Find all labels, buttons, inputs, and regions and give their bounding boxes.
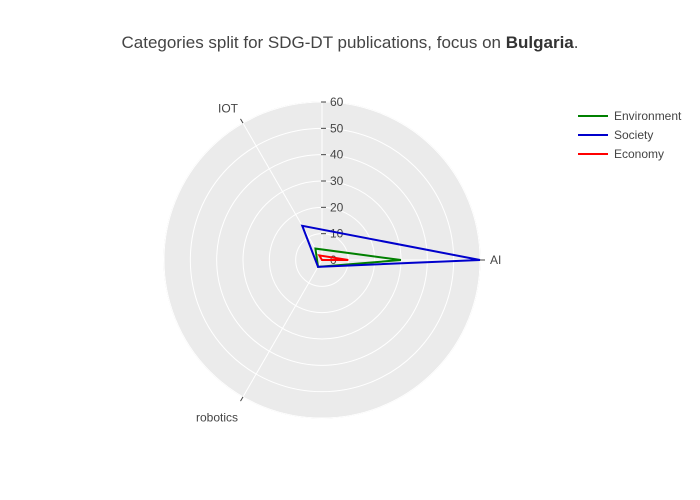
angular-tick	[240, 396, 244, 402]
legend-swatch	[578, 152, 608, 155]
radial-tick-label: 50	[330, 121, 344, 135]
chart-title: Categories split for SDG-DT publications…	[0, 33, 700, 53]
radial-tick-label: 60	[330, 95, 344, 109]
angular-grid-line	[242, 122, 323, 261]
legend-item[interactable]: Economy	[578, 144, 681, 163]
category-label: robotics	[196, 410, 238, 424]
series-line-environment	[314, 247, 402, 268]
radial-tick-label: 40	[330, 148, 344, 162]
series-line-society	[300, 224, 481, 268]
radial-tick-label: 30	[330, 174, 344, 188]
legend-label: Society	[614, 127, 654, 142]
category-label: IOT	[218, 102, 239, 116]
legend-item[interactable]: Environment	[578, 106, 681, 125]
category-label: AI	[490, 253, 501, 267]
legend-label: Environment	[614, 108, 682, 123]
angular-grid-line	[242, 259, 323, 398]
legend-swatch	[578, 114, 608, 117]
legend-item[interactable]: Society	[578, 125, 681, 144]
legend-label: Economy	[614, 146, 665, 161]
title-prefix: Categories split for SDG-DT publications…	[121, 33, 506, 52]
series-line-economy	[317, 254, 349, 261]
title-suffix: .	[573, 33, 579, 52]
legend-swatch	[578, 133, 608, 136]
angular-tick	[240, 118, 244, 124]
title-country: Bulgaria	[505, 33, 574, 52]
radial-tick-label: 20	[330, 200, 344, 214]
legend: Environment Society Economy	[578, 106, 681, 163]
radial-tick-label: 10	[330, 227, 344, 241]
